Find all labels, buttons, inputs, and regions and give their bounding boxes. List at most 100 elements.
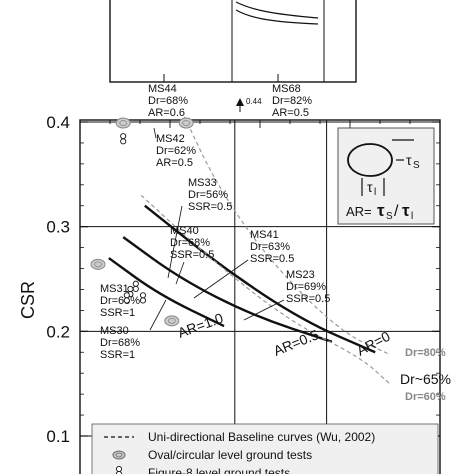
oval-marker-inner (167, 317, 176, 324)
ms42-label-3: AR=0.5 (156, 157, 193, 169)
inset-box (337, 127, 435, 225)
ms68-label-3: AR=0.5 (272, 107, 309, 119)
y-axis-title: CSR (18, 281, 38, 319)
oval-marker (164, 315, 180, 327)
ms41-label-1: MS41 (250, 229, 279, 241)
ms23-label-2: Dr=69% (286, 281, 326, 293)
marker-ms42 (120, 133, 127, 145)
marker-ms41 (139, 292, 147, 304)
leader-line (175, 261, 185, 285)
curve-ar-0 (144, 204, 376, 354)
fig8-marker-top (123, 292, 130, 299)
ms30-label-3: SSR=1 (100, 349, 135, 361)
ratio-tau-l: τ (402, 201, 410, 220)
y-axis: 0.4 0.3 0.2 0.1 (46, 113, 441, 446)
curves (108, 116, 391, 385)
oval-marker (115, 117, 131, 129)
legend: Uni-directional Baseline curves (Wu, 200… (91, 423, 439, 474)
leader-line (153, 127, 157, 139)
ms30-label-2: Dr=68% (100, 337, 140, 349)
oval-marker-inner (119, 120, 128, 126)
ms44-label-2: Dr=68% (148, 95, 188, 107)
leader-line (193, 259, 249, 299)
ms68-label-2: Dr=82% (272, 95, 312, 107)
oval-marker (90, 258, 106, 270)
fig8-marker-top (132, 280, 139, 287)
ms40-label-1: MS40 (170, 225, 199, 237)
ms42-label-1: MS42 (156, 133, 185, 145)
fig8-marker-bottom (139, 297, 147, 304)
ms42-label-2: Dr=62% (156, 145, 196, 157)
curve-ar-1-0 (108, 257, 225, 328)
ms33-label-2: Dr=56% (188, 189, 228, 201)
ms44-label-1: MS44 (148, 83, 177, 95)
legend-item-oval: Oval/circular level ground tests (148, 448, 312, 462)
top-plot-curve (235, 1, 319, 19)
leader-line (149, 299, 167, 331)
ms41-label-2: Dr=63% (250, 241, 290, 253)
ms31-label-3: SSR=1 (100, 307, 135, 319)
ms41-label-3: SSR=0.5 (250, 253, 294, 265)
ms30-label-1: MS30 (100, 325, 129, 337)
fig8-marker-top (139, 292, 147, 299)
ms40-label-3: SSR=0.5 (170, 249, 214, 261)
marker-ms31 (90, 258, 106, 270)
fig8-marker-bottom (132, 285, 139, 292)
tau-l-subscript: l (374, 187, 376, 198)
top-inset-plot (109, 0, 357, 83)
oval-marker (178, 117, 194, 129)
ms31-label-1: MS31 (100, 283, 129, 295)
ms44-label-3: AR=0.6 (148, 107, 185, 119)
ratio-tau-l-sub: l (411, 211, 413, 222)
fig8-marker-bottom (123, 297, 130, 304)
marker-ms30 (123, 292, 130, 304)
fig8-marker-top (127, 285, 134, 293)
ms23-label-3: SSR=0.5 (286, 293, 330, 305)
legend-item-fig8: Figure-8 level ground tests (148, 466, 290, 474)
oval-marker-inner (94, 261, 102, 268)
tau-s-subscript: S (413, 160, 420, 171)
ms33-label-1: MS33 (188, 177, 217, 189)
ms33-label-3: SSR=0.5 (188, 201, 232, 213)
y-tick-label: 0.4 (46, 113, 70, 132)
y-tick-label: 0.1 (46, 427, 70, 446)
fig8-marker-top (120, 133, 127, 140)
y-tick-label: 0.3 (46, 218, 70, 237)
definition-inset: τ S τ l AR= τ S / τ l (337, 127, 435, 225)
top-plot-curve (235, 9, 319, 25)
ar-definition-prefix: AR= (346, 204, 372, 219)
y-tick-label: 0.2 (46, 322, 70, 341)
main-plot: 0.4 0.3 0.2 0.1 CSR (18, 113, 441, 474)
curve-ar-0-5 (122, 236, 333, 343)
leader-line (243, 299, 285, 321)
ms68-label-1: MS68 (272, 83, 301, 95)
test-annotations: MS44 Dr=68% AR=0.6 MS68 Dr=82% AR=0.5 0.… (100, 83, 330, 361)
tau-s-symbol: τ (406, 152, 412, 168)
ms40-label-2: Dr=68% (170, 237, 210, 249)
curve-label-dr65: Dr~65% (400, 371, 451, 387)
top-plot-frame (109, 0, 357, 83)
legend-oval-marker-icon (112, 450, 126, 460)
marker-ms23 (164, 315, 180, 327)
curve-label-dr80: Dr=80% (405, 347, 446, 359)
legend-fig8-marker-icon (115, 465, 123, 474)
curve-label-dr60: Dr=60% (405, 391, 446, 403)
tau-l-symbol: τ (367, 179, 373, 195)
ratio-tau-s: τ (377, 201, 385, 220)
curve-dr-80- (183, 116, 390, 355)
arrow-value: 0.44 (246, 97, 262, 106)
circular-path-icon (347, 143, 393, 177)
ratio-tau-s-sub: S (386, 211, 393, 222)
arrow-up-icon (236, 98, 244, 106)
ms31-label-2: Dr=65% (100, 295, 140, 307)
legend-box (91, 423, 439, 474)
test-markers (90, 117, 194, 327)
leader-line (167, 205, 183, 279)
fig8-marker-bottom (120, 138, 127, 145)
oval-marker-inner (182, 120, 191, 126)
ratio-slash: / (394, 203, 399, 220)
legend-item-baseline: Uni-directional Baseline curves (Wu, 200… (148, 430, 375, 444)
marker-ms33 (132, 280, 139, 292)
marker-ms44 (115, 117, 131, 129)
